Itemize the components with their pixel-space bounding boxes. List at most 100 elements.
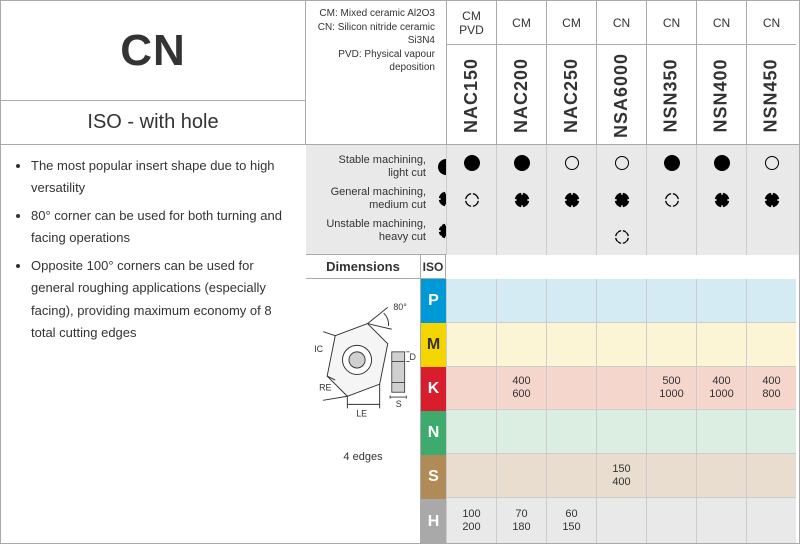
grade-type: CM [497, 1, 546, 45]
speed-data-grid: 1002004006007018060150150400500100040010… [446, 279, 799, 543]
suitability-mark [747, 182, 796, 219]
data-cell [697, 454, 746, 498]
data-cell [747, 279, 796, 323]
data-cell: 150400 [597, 454, 646, 498]
title-box: CN [1, 1, 306, 101]
grade-name: NAC200 [497, 45, 546, 145]
page-subtitle: ISO - with hole [87, 111, 218, 134]
grade-name: NAC250 [547, 45, 596, 145]
iso-class-P: P [421, 279, 446, 323]
data-cell [647, 410, 696, 454]
svg-text:D1: D1 [409, 352, 415, 362]
suitability-mark [747, 145, 796, 182]
grade-type: CN [597, 1, 646, 45]
suitability-mark [697, 182, 746, 219]
iso-class-K: K [421, 367, 446, 411]
grade-col: CMPVD NAC150 [446, 1, 496, 145]
material-definitions: CM: Mixed ceramic Al2O3 CN: Silicon nitr… [306, 7, 441, 75]
data-cell [497, 410, 546, 454]
iso-class-H: H [421, 499, 446, 544]
grade-name: NSN400 [697, 45, 746, 145]
grade-col: CN NSN400 [696, 1, 746, 145]
data-cell [597, 279, 646, 323]
suitability-mark [547, 218, 596, 255]
grade-col: CM NAC200 [496, 1, 546, 145]
grade-type: CMPVD [447, 1, 496, 45]
data-cell [447, 323, 496, 367]
data-cell [597, 498, 646, 543]
data-col: 100200 [446, 279, 496, 543]
data-cell: 70180 [497, 498, 546, 543]
data-cell [547, 323, 596, 367]
grade-type: CN [747, 1, 796, 45]
data-cell: 4001000 [697, 367, 746, 411]
suitability-mark [697, 145, 746, 182]
grade-columns: CMPVD NAC150 CM NAC200 CM NAC250 CN NSA6… [446, 1, 799, 145]
svg-text:S: S [395, 399, 401, 409]
edges-label: 4 edges [310, 451, 416, 463]
data-cell [447, 410, 496, 454]
svg-text:IC: IC [314, 344, 323, 354]
data-cell: 60150 [547, 498, 596, 543]
iso-class-M: M [421, 323, 446, 367]
suitability-mark [547, 145, 596, 182]
suitability-mark [597, 145, 646, 182]
data-cell [497, 279, 546, 323]
iso-header: ISO [421, 255, 446, 279]
suitability-mark [647, 145, 696, 182]
legend-label: General machining,medium cut [314, 186, 434, 211]
grade-type: CM [547, 1, 596, 45]
data-cell [647, 498, 696, 543]
data-col: 5001000 [646, 279, 696, 543]
top-right-header: CM: Mixed ceramic Al2O3 CN: Silicon nitr… [306, 1, 799, 145]
data-cell [747, 410, 796, 454]
grade-col: CN NSN350 [646, 1, 696, 145]
data-cell [597, 410, 646, 454]
suitability-mark [447, 182, 496, 219]
data-col: 4001000 [696, 279, 746, 543]
data-cell [547, 367, 596, 411]
data-col: 60150 [546, 279, 596, 543]
data-cell [747, 454, 796, 498]
data-cell [597, 323, 646, 367]
grade-name: NAC150 [447, 45, 496, 145]
data-cell [447, 454, 496, 498]
catalog-page: CN ISO - with hole The most popular inse… [0, 0, 800, 544]
grade-name: NSN450 [747, 45, 796, 145]
grade-type: CN [697, 1, 746, 45]
grade-type: CN [647, 1, 696, 45]
suitability-mark [547, 182, 596, 219]
data-cell [447, 367, 496, 411]
page-title: CN [120, 26, 186, 76]
suitability-mark [597, 218, 646, 255]
suitability-col [546, 145, 596, 255]
feature-bullets: The most popular insert shape due to hig… [1, 145, 306, 360]
suitability-mark [697, 218, 746, 255]
suitability-mark [497, 145, 546, 182]
data-col: 40060070180 [496, 279, 546, 543]
data-cell [547, 410, 596, 454]
svg-text:RE: RE [319, 383, 331, 393]
dimensions-header: Dimensions [306, 255, 421, 279]
suitability-col [596, 145, 646, 255]
data-cell [747, 498, 796, 543]
data-cell [597, 367, 646, 411]
data-cell [697, 323, 746, 367]
iso-class-S: S [421, 455, 446, 499]
def-line: CM: Mixed ceramic Al2O3 [306, 7, 435, 21]
data-cell [697, 498, 746, 543]
suitability-mark [447, 145, 496, 182]
grade-col: CM NAC250 [546, 1, 596, 145]
legend-label: Unstable machining,heavy cut [314, 218, 434, 243]
svg-text:LE: LE [356, 408, 367, 418]
suitability-mark [647, 218, 696, 255]
data-cell: 5001000 [647, 367, 696, 411]
data-cell [647, 323, 696, 367]
def-line: PVD: Physical vapour deposition [306, 48, 435, 75]
grade-col: CN NSA6000 [596, 1, 646, 145]
suitability-mark [747, 218, 796, 255]
data-col: 400800 [746, 279, 796, 543]
suitability-mark [447, 218, 496, 255]
suitability-mark [647, 182, 696, 219]
svg-text:80°: 80° [393, 302, 407, 312]
